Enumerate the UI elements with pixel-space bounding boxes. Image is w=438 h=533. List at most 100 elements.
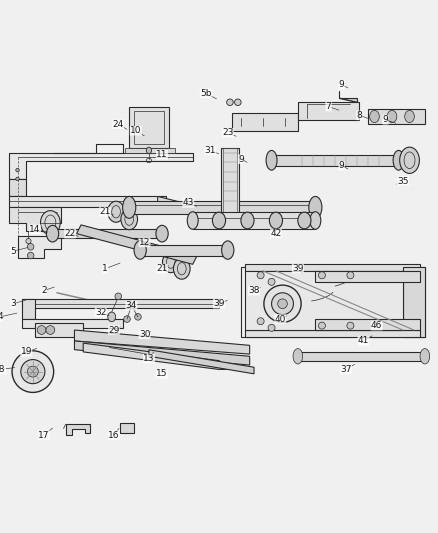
Ellipse shape: [108, 312, 116, 322]
Ellipse shape: [115, 293, 121, 300]
Ellipse shape: [387, 110, 397, 123]
Ellipse shape: [257, 318, 264, 325]
Polygon shape: [83, 343, 232, 369]
Polygon shape: [245, 271, 403, 330]
Ellipse shape: [21, 360, 45, 384]
Text: 17: 17: [38, 431, 49, 440]
Text: 9: 9: [339, 161, 345, 170]
Text: 29: 29: [108, 326, 120, 335]
Ellipse shape: [212, 212, 226, 229]
Polygon shape: [272, 155, 399, 166]
Polygon shape: [368, 109, 425, 124]
Ellipse shape: [128, 303, 135, 309]
Polygon shape: [193, 212, 315, 229]
Ellipse shape: [46, 326, 55, 334]
Bar: [120, 423, 134, 433]
Text: 21: 21: [156, 264, 168, 273]
Ellipse shape: [124, 316, 131, 322]
Polygon shape: [74, 341, 250, 365]
Ellipse shape: [173, 258, 190, 279]
Text: 9: 9: [238, 155, 244, 164]
Text: 40: 40: [275, 314, 286, 324]
Text: 2: 2: [41, 286, 46, 295]
Text: 42: 42: [270, 229, 282, 238]
Text: 35: 35: [397, 176, 409, 185]
Text: 7: 7: [325, 102, 332, 111]
Ellipse shape: [268, 324, 275, 332]
Text: 21: 21: [99, 207, 111, 216]
Polygon shape: [158, 197, 193, 214]
Polygon shape: [77, 225, 197, 264]
Text: 30: 30: [139, 330, 150, 339]
Polygon shape: [66, 424, 90, 435]
Ellipse shape: [156, 225, 168, 242]
Text: 34: 34: [126, 302, 137, 310]
Ellipse shape: [123, 197, 136, 219]
Ellipse shape: [16, 177, 19, 181]
Polygon shape: [22, 300, 35, 319]
Polygon shape: [129, 201, 315, 214]
Text: 22: 22: [64, 229, 76, 238]
Ellipse shape: [26, 238, 31, 244]
Polygon shape: [9, 152, 193, 179]
Bar: [129, 107, 169, 148]
Ellipse shape: [27, 252, 34, 259]
Ellipse shape: [420, 349, 430, 364]
Ellipse shape: [134, 241, 146, 259]
Ellipse shape: [187, 212, 198, 229]
Polygon shape: [9, 207, 61, 231]
Polygon shape: [245, 330, 420, 336]
Text: 10: 10: [130, 126, 141, 135]
Ellipse shape: [135, 313, 141, 320]
Polygon shape: [221, 148, 239, 214]
Ellipse shape: [40, 211, 60, 235]
Text: 43: 43: [183, 198, 194, 207]
Ellipse shape: [37, 326, 46, 334]
Text: 12: 12: [139, 238, 150, 247]
Polygon shape: [35, 324, 83, 336]
Text: 11: 11: [156, 150, 168, 159]
Ellipse shape: [162, 252, 179, 273]
Text: 9: 9: [382, 115, 389, 124]
Polygon shape: [9, 197, 166, 207]
Ellipse shape: [309, 197, 322, 219]
Polygon shape: [315, 271, 420, 282]
Text: 5b: 5b: [200, 89, 212, 98]
Text: 8: 8: [356, 111, 362, 120]
Text: 46: 46: [371, 321, 382, 330]
Ellipse shape: [227, 99, 233, 106]
Polygon shape: [339, 98, 357, 102]
Polygon shape: [22, 319, 123, 328]
Polygon shape: [298, 102, 359, 120]
Text: 38: 38: [248, 286, 260, 295]
Ellipse shape: [278, 299, 287, 309]
Text: 41: 41: [358, 336, 369, 345]
Text: 39: 39: [213, 299, 225, 308]
Polygon shape: [315, 319, 420, 330]
Text: 24: 24: [113, 119, 124, 128]
Ellipse shape: [266, 150, 277, 170]
Polygon shape: [298, 352, 425, 361]
Ellipse shape: [393, 150, 404, 170]
Polygon shape: [22, 300, 219, 308]
Text: 13: 13: [143, 354, 155, 363]
Polygon shape: [232, 113, 298, 131]
Ellipse shape: [235, 99, 241, 106]
Polygon shape: [245, 264, 420, 271]
Polygon shape: [9, 179, 26, 197]
Polygon shape: [74, 330, 250, 354]
Ellipse shape: [318, 272, 325, 279]
Ellipse shape: [222, 241, 234, 259]
Ellipse shape: [272, 293, 293, 314]
Text: 23: 23: [222, 128, 233, 138]
Ellipse shape: [146, 147, 152, 154]
Text: 39: 39: [292, 264, 304, 273]
Ellipse shape: [298, 212, 311, 229]
Text: 16: 16: [108, 431, 120, 440]
Polygon shape: [53, 229, 162, 238]
Text: 4: 4: [0, 312, 3, 321]
Text: 37: 37: [340, 365, 352, 374]
Ellipse shape: [269, 212, 283, 229]
Ellipse shape: [46, 225, 59, 242]
Text: 1: 1: [102, 264, 108, 273]
